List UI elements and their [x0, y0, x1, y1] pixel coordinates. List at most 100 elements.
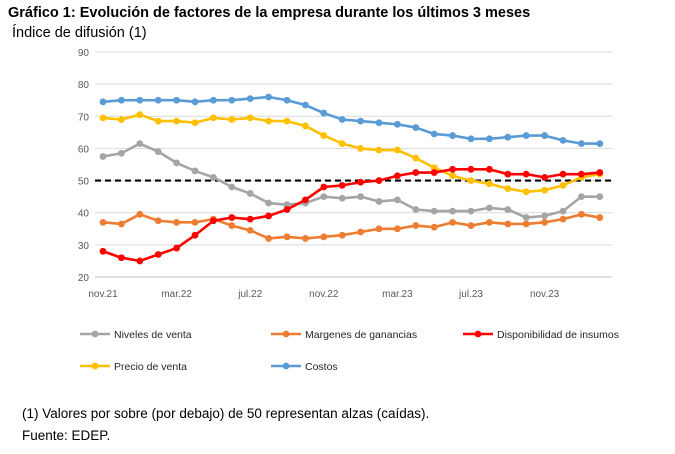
- data-point: [210, 173, 217, 181]
- data-point: [596, 169, 604, 176]
- data-point: [210, 114, 217, 122]
- data-point: [486, 204, 493, 212]
- data-point: [99, 114, 107, 122]
- data-point: [246, 215, 254, 223]
- data-point: [449, 172, 456, 180]
- legend-item-precio-de-venta: Precio de venta: [80, 361, 187, 373]
- data-point: [522, 188, 530, 196]
- legend-item-margenes-de-ganancias: Margenes de ganancias: [271, 329, 417, 341]
- data-point: [375, 225, 383, 233]
- data-point: [118, 149, 125, 157]
- y-tick-label: 30: [78, 241, 90, 252]
- data-point: [394, 146, 401, 154]
- data-point: [283, 96, 291, 104]
- series-niveles-de-venta: [99, 140, 604, 221]
- data-point: [173, 117, 181, 125]
- data-point: [357, 145, 364, 152]
- legend-label: Margenes de ganancias: [305, 329, 417, 341]
- data-point: [191, 119, 199, 127]
- y-tick-label: 70: [78, 112, 90, 123]
- data-point: [154, 96, 162, 104]
- data-point: [320, 233, 328, 241]
- x-tick-label: mar.22: [161, 289, 192, 300]
- data-point: [357, 178, 364, 186]
- legend-swatch-marker: [282, 330, 290, 338]
- data-point: [522, 220, 530, 228]
- data-point: [467, 177, 475, 184]
- data-point: [596, 193, 604, 201]
- data-point: [467, 207, 475, 215]
- legend-swatch-marker: [91, 330, 99, 338]
- data-point: [173, 218, 181, 226]
- data-point: [578, 193, 585, 201]
- gridlines: [95, 51, 612, 278]
- data-point: [375, 177, 383, 184]
- data-point: [302, 122, 309, 130]
- data-point: [486, 180, 493, 188]
- data-point: [559, 170, 567, 178]
- data-point: [559, 181, 567, 189]
- series-line-margenes-de-ganancias: [102, 213, 601, 240]
- data-point: [430, 164, 438, 172]
- data-point: [375, 119, 383, 127]
- data-point: [118, 220, 125, 228]
- data-point: [486, 135, 493, 143]
- legend-swatch-marker: [282, 362, 290, 370]
- series-precio-de-venta: [99, 111, 604, 196]
- data-point: [412, 169, 420, 176]
- data-point: [99, 247, 107, 255]
- legend: Niveles de venta Margenes de ganancias Dis…: [80, 329, 619, 373]
- data-point: [136, 140, 144, 148]
- data-point: [541, 173, 548, 181]
- data-point: [394, 225, 401, 233]
- data-point: [412, 124, 420, 131]
- data-point: [283, 206, 291, 213]
- data-point: [430, 223, 438, 231]
- data-point: [559, 215, 567, 223]
- data-point: [578, 170, 585, 178]
- series-line-precio-de-venta: [102, 113, 601, 194]
- data-point: [559, 136, 567, 144]
- x-tick-label: nov.21: [88, 289, 118, 300]
- data-point: [504, 206, 512, 213]
- data-point: [578, 210, 585, 218]
- data-point: [99, 218, 107, 226]
- data-point: [302, 101, 309, 109]
- series-line-costos: [102, 95, 600, 145]
- chart-title: Gráfico 1: Evolución de factores de la e…: [8, 5, 531, 21]
- series-margenes-de-ganancias: [99, 210, 604, 242]
- data-point: [265, 117, 272, 125]
- data-point: [449, 207, 456, 215]
- data-point: [265, 93, 272, 101]
- series-line-niveles-de-venta: [102, 142, 600, 219]
- data-point: [302, 235, 309, 242]
- y-tick-label: 40: [78, 209, 90, 220]
- data-point: [173, 159, 181, 167]
- data-point: [522, 170, 530, 178]
- x-tick-label: mar.23: [382, 289, 413, 300]
- data-point: [154, 148, 162, 156]
- data-point: [228, 214, 236, 221]
- data-point: [154, 251, 162, 258]
- data-point: [265, 212, 272, 220]
- data-point: [118, 116, 125, 123]
- legend-label: Niveles de venta: [114, 329, 192, 341]
- data-point: [394, 120, 401, 128]
- y-axis-tick-labels: 20 30 40 50 60 70 80 90: [78, 48, 90, 284]
- data-point: [191, 167, 199, 175]
- legend-swatch-marker: [91, 362, 99, 370]
- data-point: [246, 95, 254, 103]
- data-point: [99, 98, 107, 106]
- data-point: [467, 165, 475, 173]
- data-point: [210, 217, 217, 225]
- data-point: [375, 198, 383, 205]
- data-point: [504, 133, 512, 141]
- data-point: [338, 116, 346, 123]
- data-point: [228, 183, 236, 191]
- x-tick-label: nov.23: [530, 289, 560, 300]
- data-point: [541, 186, 548, 194]
- data-point: [228, 222, 236, 229]
- y-tick-label: 90: [78, 48, 90, 59]
- data-point: [522, 132, 530, 139]
- legend-item-disponibilidad-de-insumos: Disponibilidad de insumos: [463, 329, 619, 341]
